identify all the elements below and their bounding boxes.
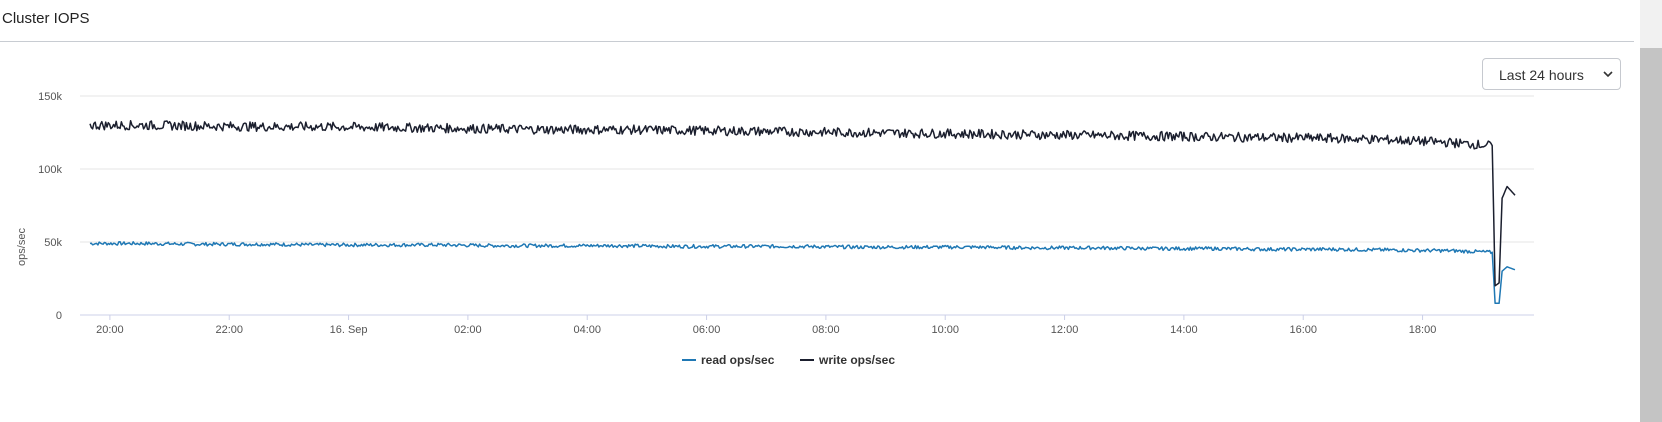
x-tick-label: 14:00 xyxy=(1170,324,1198,336)
x-tick-label: 16:00 xyxy=(1289,324,1317,336)
x-tick-label: 16. Sep xyxy=(330,324,368,336)
time-range-select[interactable]: Last 24 hours xyxy=(1482,58,1621,90)
x-tick-label: 10:00 xyxy=(931,324,959,336)
y-tick-label: 150k xyxy=(38,91,62,103)
y-tick-label: 0 xyxy=(56,310,62,322)
x-tick-label: 20:00 xyxy=(96,324,124,336)
chart-grid xyxy=(80,95,1534,316)
x-tick-label: 06:00 xyxy=(693,324,721,336)
y-axis: 0 50k 100k 150k xyxy=(38,91,62,322)
x-tick-label: 12:00 xyxy=(1051,324,1079,336)
time-range-value: Last 24 hours xyxy=(1499,67,1584,83)
chevron-down-icon xyxy=(1603,71,1613,78)
legend-label: read ops/sec xyxy=(701,353,775,367)
x-tick-label: 22:00 xyxy=(215,324,243,336)
x-tick-label: 08:00 xyxy=(812,324,840,336)
legend-item[interactable]: write ops/sec xyxy=(800,353,895,367)
legend-item[interactable]: read ops/sec xyxy=(682,353,775,367)
y-tick-label: 100k xyxy=(38,164,62,176)
plot-area xyxy=(89,119,1516,305)
x-tick-label: 04:00 xyxy=(573,324,601,336)
x-axis: 20:00 22:00 16. Sep 02:00 04:00 06:00 08:00 10:… xyxy=(96,315,1436,336)
scrollbar-thumb[interactable] xyxy=(1640,48,1662,422)
series-line-write xyxy=(89,119,1516,287)
x-tick-label: 02:00 xyxy=(454,324,482,336)
series-line-read xyxy=(89,241,1516,305)
panel-header: Cluster IOPS xyxy=(0,0,1634,42)
y-axis-label: ops/sec xyxy=(16,228,28,266)
iops-chart: 0 50k 100k 150k 20:00 22:00 16. Sep 02:00 04:00… xyxy=(16,91,1534,367)
panel-title: Cluster IOPS xyxy=(2,10,90,27)
chart-legend: read ops/sec write ops/sec xyxy=(682,353,895,367)
x-tick-label: 18:00 xyxy=(1409,324,1437,336)
legend-label: write ops/sec xyxy=(818,353,895,367)
y-tick-label: 50k xyxy=(44,237,62,249)
